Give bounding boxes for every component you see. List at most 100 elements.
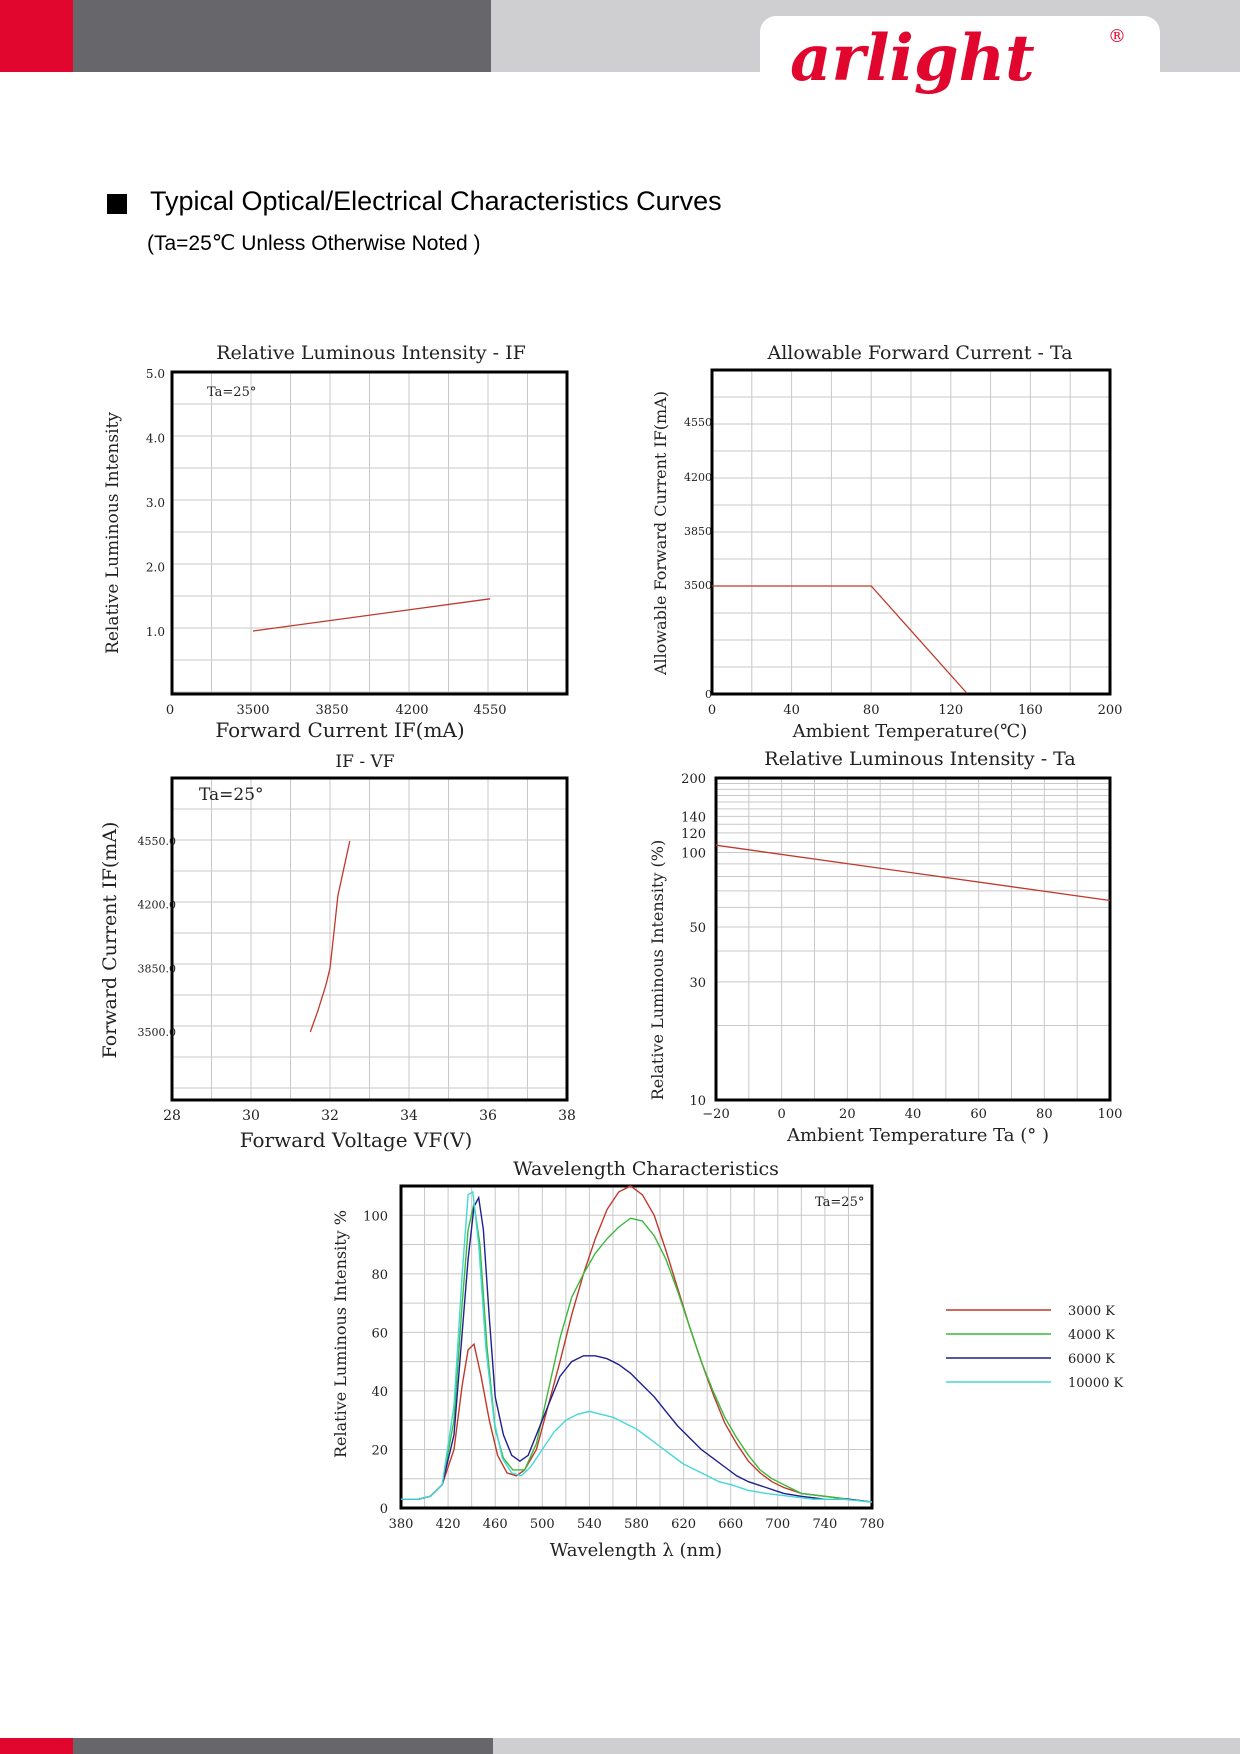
x-tick-label: 3500: [236, 703, 269, 718]
series-line: [715, 844, 1111, 902]
plot-frame: [714, 776, 1112, 1102]
y-axis-label: Forward Current IF(mA): [99, 822, 121, 1059]
x-tick-label: 620: [671, 1517, 696, 1532]
y-tick-label: 60: [371, 1326, 388, 1341]
x-tick-label: 740: [812, 1517, 837, 1532]
y-tick-label: 3850: [684, 525, 712, 538]
x-tick-label: 460: [483, 1517, 508, 1532]
x-tick-label: 100: [1098, 1107, 1123, 1122]
page-title: Typical Optical/Electrical Characteristi…: [150, 186, 722, 216]
x-axis-label: Wavelength λ (nm): [550, 1540, 722, 1561]
chart-relative-intensity-vs-if: 0 3500 3850 4200 4550 1.0 2.0 3.0 4.0 5.0 Relative…: [103, 342, 569, 742]
y-tick-label: 4.0: [146, 432, 165, 446]
y-tick-label: 3500.0: [138, 1026, 177, 1039]
y-tick-label: 0: [380, 1502, 388, 1517]
x-tick-label: 540: [577, 1517, 602, 1532]
chart-title: Wavelength Characteristics: [513, 1158, 779, 1180]
y-tick-label: 30: [689, 976, 706, 991]
brand-logo-text: arlight: [790, 21, 1035, 96]
y-tick-label: 5.0: [146, 367, 165, 381]
x-tick-label: 28: [163, 1108, 181, 1124]
legend-label: 6000 K: [1068, 1352, 1115, 1367]
x-tick-label: 80: [1036, 1107, 1053, 1122]
y-tick-label: 3500: [684, 579, 712, 592]
legend-label: 10000 K: [1068, 1376, 1123, 1391]
heading-bullet: [107, 194, 127, 214]
legend-label: 3000 K: [1068, 1304, 1115, 1319]
y-tick-label: 4550: [684, 416, 712, 429]
x-tick-label: 30: [242, 1108, 260, 1124]
y-tick-label: 100: [681, 847, 706, 862]
y-tick-label: 4200: [684, 471, 712, 484]
plot-frame: [170, 776, 569, 1102]
y-tick-label: 1.0: [146, 625, 165, 639]
x-tick-label: 36: [479, 1108, 497, 1124]
y-tick-label: 200: [681, 772, 706, 787]
y-tick-label: 50: [689, 921, 706, 936]
x-tick-label: 34: [400, 1108, 418, 1124]
x-tick-label: 380: [389, 1517, 414, 1532]
chart-title: IF - VF: [335, 752, 394, 772]
series-line: [712, 585, 968, 694]
y-tick-label: 100: [363, 1209, 388, 1224]
x-tick-label: 200: [1098, 703, 1123, 718]
chart-if-vs-vf: 28 30 32 34 36 38 3500.0 3850.0 4200.0 4550.0 IF -…: [99, 752, 576, 1152]
footer-band-red: [0, 1738, 73, 1754]
series-line: [401, 1203, 873, 1503]
y-tick-label: 4550.0: [138, 835, 177, 848]
note-label: Ta=25°: [815, 1195, 864, 1210]
footer-band-dark: [73, 1738, 493, 1754]
x-tick-label: 4200: [395, 703, 428, 718]
y-tick-label: 3850.0: [138, 962, 177, 975]
x-tick-label: 80: [863, 703, 880, 718]
x-axis-label: Ambient Temperature Ta (° ): [786, 1125, 1049, 1146]
x-tick-label: 580: [624, 1517, 649, 1532]
series-line: [401, 1185, 873, 1503]
registered-mark: ®: [1108, 26, 1126, 47]
x-tick-label: 0: [778, 1107, 786, 1122]
x-tick-label: 120: [938, 703, 963, 718]
legend-label: 4000 K: [1068, 1328, 1115, 1343]
y-tick-label: 140: [681, 810, 706, 825]
y-tick-label: 3.0: [146, 496, 165, 510]
plot-frame: [399, 1184, 874, 1510]
series-line: [401, 1190, 873, 1503]
chart-title: Relative Luminous Intensity - Ta: [764, 748, 1075, 770]
y-axis-label: Allowable Forward Current IF(mA): [651, 391, 670, 676]
x-tick-label: 700: [765, 1517, 790, 1532]
note-label: Ta=25°: [199, 785, 264, 805]
note-label: Ta=25°: [207, 385, 256, 400]
y-axis-label: Relative Luminous Intensity (%): [648, 840, 667, 1100]
footer-band-light: [493, 1738, 1240, 1754]
y-axis-label: Relative Luminous Intensity: [103, 412, 123, 654]
chart-title: Relative Luminous Intensity - IF: [216, 342, 526, 364]
x-tick-label: 38: [558, 1108, 576, 1124]
y-tick-label: 2.0: [146, 561, 165, 575]
series-line: [309, 840, 351, 1033]
brand-logo: arlight ®: [790, 21, 1126, 96]
x-tick-label: 780: [860, 1517, 885, 1532]
x-tick-label: 32: [321, 1108, 339, 1124]
x-tick-label: 500: [530, 1517, 555, 1532]
y-tick-label: 40: [371, 1385, 388, 1400]
y-tick-label: 0: [705, 688, 712, 701]
x-axis-label: Forward Current IF(mA): [215, 718, 464, 742]
chart-wavelength: 380 420 460 500 540 580 620 660 700 740 780 0 20 40 60…: [331, 1158, 1123, 1561]
chart-title: Allowable Forward Current - Ta: [766, 342, 1072, 364]
x-tick-label: 60: [970, 1107, 987, 1122]
x-tick-label: 40: [905, 1107, 922, 1122]
x-tick-label: 40: [783, 703, 800, 718]
y-tick-label: 120: [681, 827, 706, 842]
y-tick-label: 80: [371, 1268, 388, 1283]
header-band-red: [0, 0, 73, 72]
y-axis-label: Relative Luminous Intensity %: [331, 1210, 350, 1458]
y-tick-label: 20: [371, 1443, 388, 1458]
x-tick-label: 660: [718, 1517, 743, 1532]
brand-logo-box: [760, 16, 1160, 96]
x-axis-label: Forward Voltage VF(V): [240, 1128, 473, 1152]
charts-canvas: 0 3500 3850 4200 45501.02.03.04.05.0Relative…: [99, 342, 1123, 1561]
chart-relative-intensity-vs-ta: −20 0 20 40 60 80 100 10 30 50 100 120 140 200 Relativ…: [648, 748, 1122, 1146]
x-tick-label: 20: [839, 1107, 856, 1122]
plot-frame: [710, 368, 1112, 696]
page-subtitle: (Ta=25℃ Unless Otherwise Noted ): [147, 232, 481, 255]
